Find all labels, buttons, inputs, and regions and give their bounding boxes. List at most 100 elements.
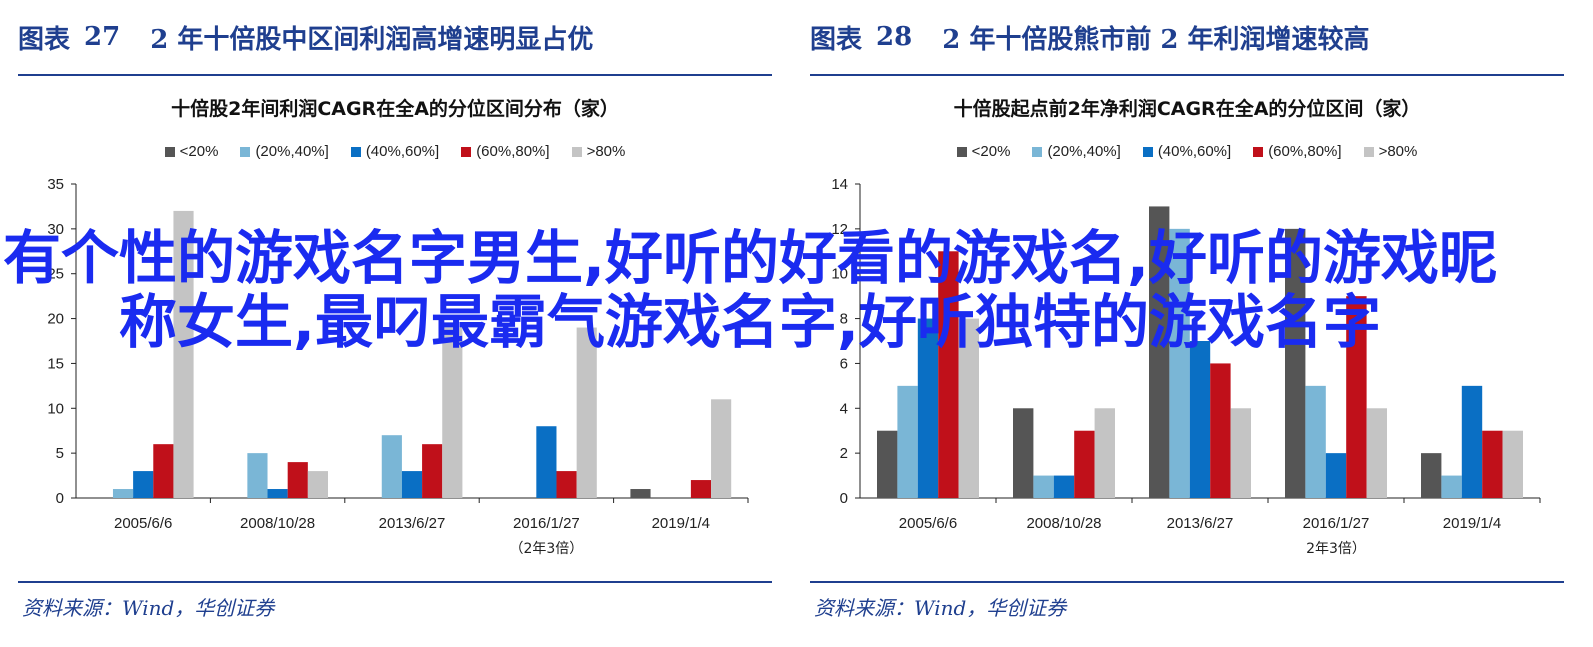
right-figure-label: 图表: [810, 24, 863, 55]
left-figure-panel: 图表 27 2 年十倍股中区间利润高增速明显占优 十倍股2年间利润CAGR在全A…: [18, 0, 772, 620]
x-tick-sublabel: （2年3倍）: [509, 541, 583, 557]
bar: [1053, 475, 1075, 498]
legend-label: (20%,40%]: [1047, 143, 1121, 160]
right-figure-title: 2 年十倍股熊市前 2 年利润增速较高: [942, 24, 1370, 55]
y-tick-label: 6: [840, 355, 848, 372]
left-figure-header: 图表 27 2 年十倍股中区间利润高增速明显占优: [18, 0, 772, 76]
legend-label: >80%: [586, 143, 626, 160]
legend-swatch: [1253, 146, 1264, 157]
bar: [247, 453, 268, 498]
bar: [1169, 228, 1190, 498]
left-chart-title: 十倍股2年间利润CAGR在全A的分位区间分布（家）: [171, 98, 619, 120]
y-tick-label: 5: [56, 445, 64, 462]
bar: [267, 489, 288, 498]
left-source-divider: [18, 581, 772, 583]
y-tick-label: 20: [47, 311, 64, 328]
bar: [1502, 430, 1523, 498]
bar: [1230, 408, 1251, 498]
right-source-divider: [810, 581, 1564, 583]
x-tick-label: 2013/6/27: [379, 515, 446, 532]
legend-swatch: [350, 146, 361, 157]
legend-swatch: [956, 146, 967, 157]
bar: [112, 489, 134, 498]
y-tick-label: 0: [840, 490, 848, 507]
x-tick-label: 2005/6/6: [899, 515, 957, 532]
right-chart-title: 十倍股起点前2年净利润CAGR在全A的分位区间（家）: [953, 98, 1421, 120]
left-source-note: 资料来源：Wind，华创证券: [22, 596, 275, 620]
bar: [897, 385, 918, 498]
y-tick-label: 2: [840, 445, 848, 462]
legend-swatch: [1032, 146, 1043, 157]
bar: [556, 471, 577, 498]
x-tick-label: 2008/10/28: [1026, 515, 1101, 532]
bar: [1482, 430, 1503, 498]
legend-label: (40%,60%]: [365, 143, 440, 160]
y-tick-label: 15: [47, 355, 64, 372]
x-tick-label: 2005/6/6: [114, 515, 172, 532]
legend-swatch: [571, 146, 582, 157]
legend-item: >80%: [1363, 143, 1417, 160]
legend-swatch: [240, 146, 251, 157]
overlay-headline: 有个性的游戏名字男生,好听的好看的游戏名,好听的游戏昵称女生,最叼最霸气游戏名字…: [2, 224, 1498, 356]
bar: [1305, 385, 1326, 498]
left-figure-number: 27: [84, 22, 121, 52]
y-tick-label: 10: [831, 266, 848, 283]
bar: [153, 444, 174, 498]
legend-swatch: [1363, 146, 1374, 157]
y-tick-label: 12: [831, 221, 848, 238]
x-tick-label: 2016/1/27: [1303, 515, 1370, 532]
bar: [1285, 228, 1306, 498]
bar: [173, 210, 194, 498]
right-bar-chart: 0 2 4 6 8 10 12 14 2005/6/6 2008/10/28 2013/6/27 20…: [831, 176, 1541, 557]
bar: [917, 318, 939, 498]
y-tick-label: 35: [47, 176, 64, 193]
bar: [958, 318, 979, 498]
bar: [536, 426, 557, 498]
legend-swatch: [461, 146, 472, 157]
legend-label: <20%: [971, 143, 1011, 160]
legend-item: <20%: [164, 143, 219, 160]
bar: [1033, 475, 1054, 498]
legend-item: (40%,60%]: [350, 143, 440, 160]
bar: [401, 471, 423, 498]
y-tick-label: 30: [47, 221, 64, 238]
bar: [1421, 453, 1442, 498]
right-figure-header: 图表 28 2 年十倍股熊市前 2 年利润增速较高: [810, 0, 1564, 76]
legend-item: >80%: [571, 143, 626, 160]
right-source-note: 资料来源：Wind，华创证券: [814, 596, 1067, 620]
bar: [630, 489, 651, 498]
bar: [1094, 408, 1115, 498]
bar: [877, 430, 898, 498]
legend-label: (60%,80%]: [476, 143, 550, 160]
legend-item: <20%: [956, 143, 1011, 160]
bar: [711, 399, 732, 498]
bar: [1346, 296, 1367, 498]
legend-label: (20%,40%]: [255, 143, 329, 160]
y-tick-label: 0: [56, 490, 64, 507]
bar: [442, 327, 463, 498]
y-tick-label: 8: [840, 311, 848, 328]
left-bar-chart: 0 5 10 15 20 25 30 35 2005/6/6 2008/10/28 2013/6/2…: [47, 176, 749, 557]
legend-item: (20%,40%]: [240, 143, 329, 160]
bar: [1461, 385, 1483, 498]
left-figure-label: 图表: [18, 24, 71, 55]
y-tick-label: 25: [47, 266, 64, 283]
bar: [938, 251, 959, 498]
x-tick-label: 2019/1/4: [1443, 515, 1501, 532]
x-tick-label: 2008/10/28: [240, 515, 315, 532]
legend-label: (60%,80%]: [1268, 143, 1342, 160]
legend-label: <20%: [179, 143, 219, 160]
x-tick-label: 2019/1/4: [652, 515, 710, 532]
y-tick-label: 14: [831, 176, 848, 193]
bar: [307, 471, 328, 498]
right-figure-panel: 图表 28 2 年十倍股熊市前 2 年利润增速较高 十倍股起点前2年净利润CAG…: [810, 0, 1564, 620]
bar: [1366, 408, 1387, 498]
bar: [422, 444, 443, 498]
legend-item: (40%,60%]: [1142, 143, 1231, 160]
x-tick-label: 2016/1/27: [513, 515, 580, 532]
legend-swatch: [1142, 146, 1153, 157]
left-figure-title: 2 年十倍股中区间利润高增速明显占优: [150, 24, 594, 55]
bar: [287, 462, 308, 498]
bar: [1210, 363, 1231, 498]
bar: [1441, 475, 1462, 498]
